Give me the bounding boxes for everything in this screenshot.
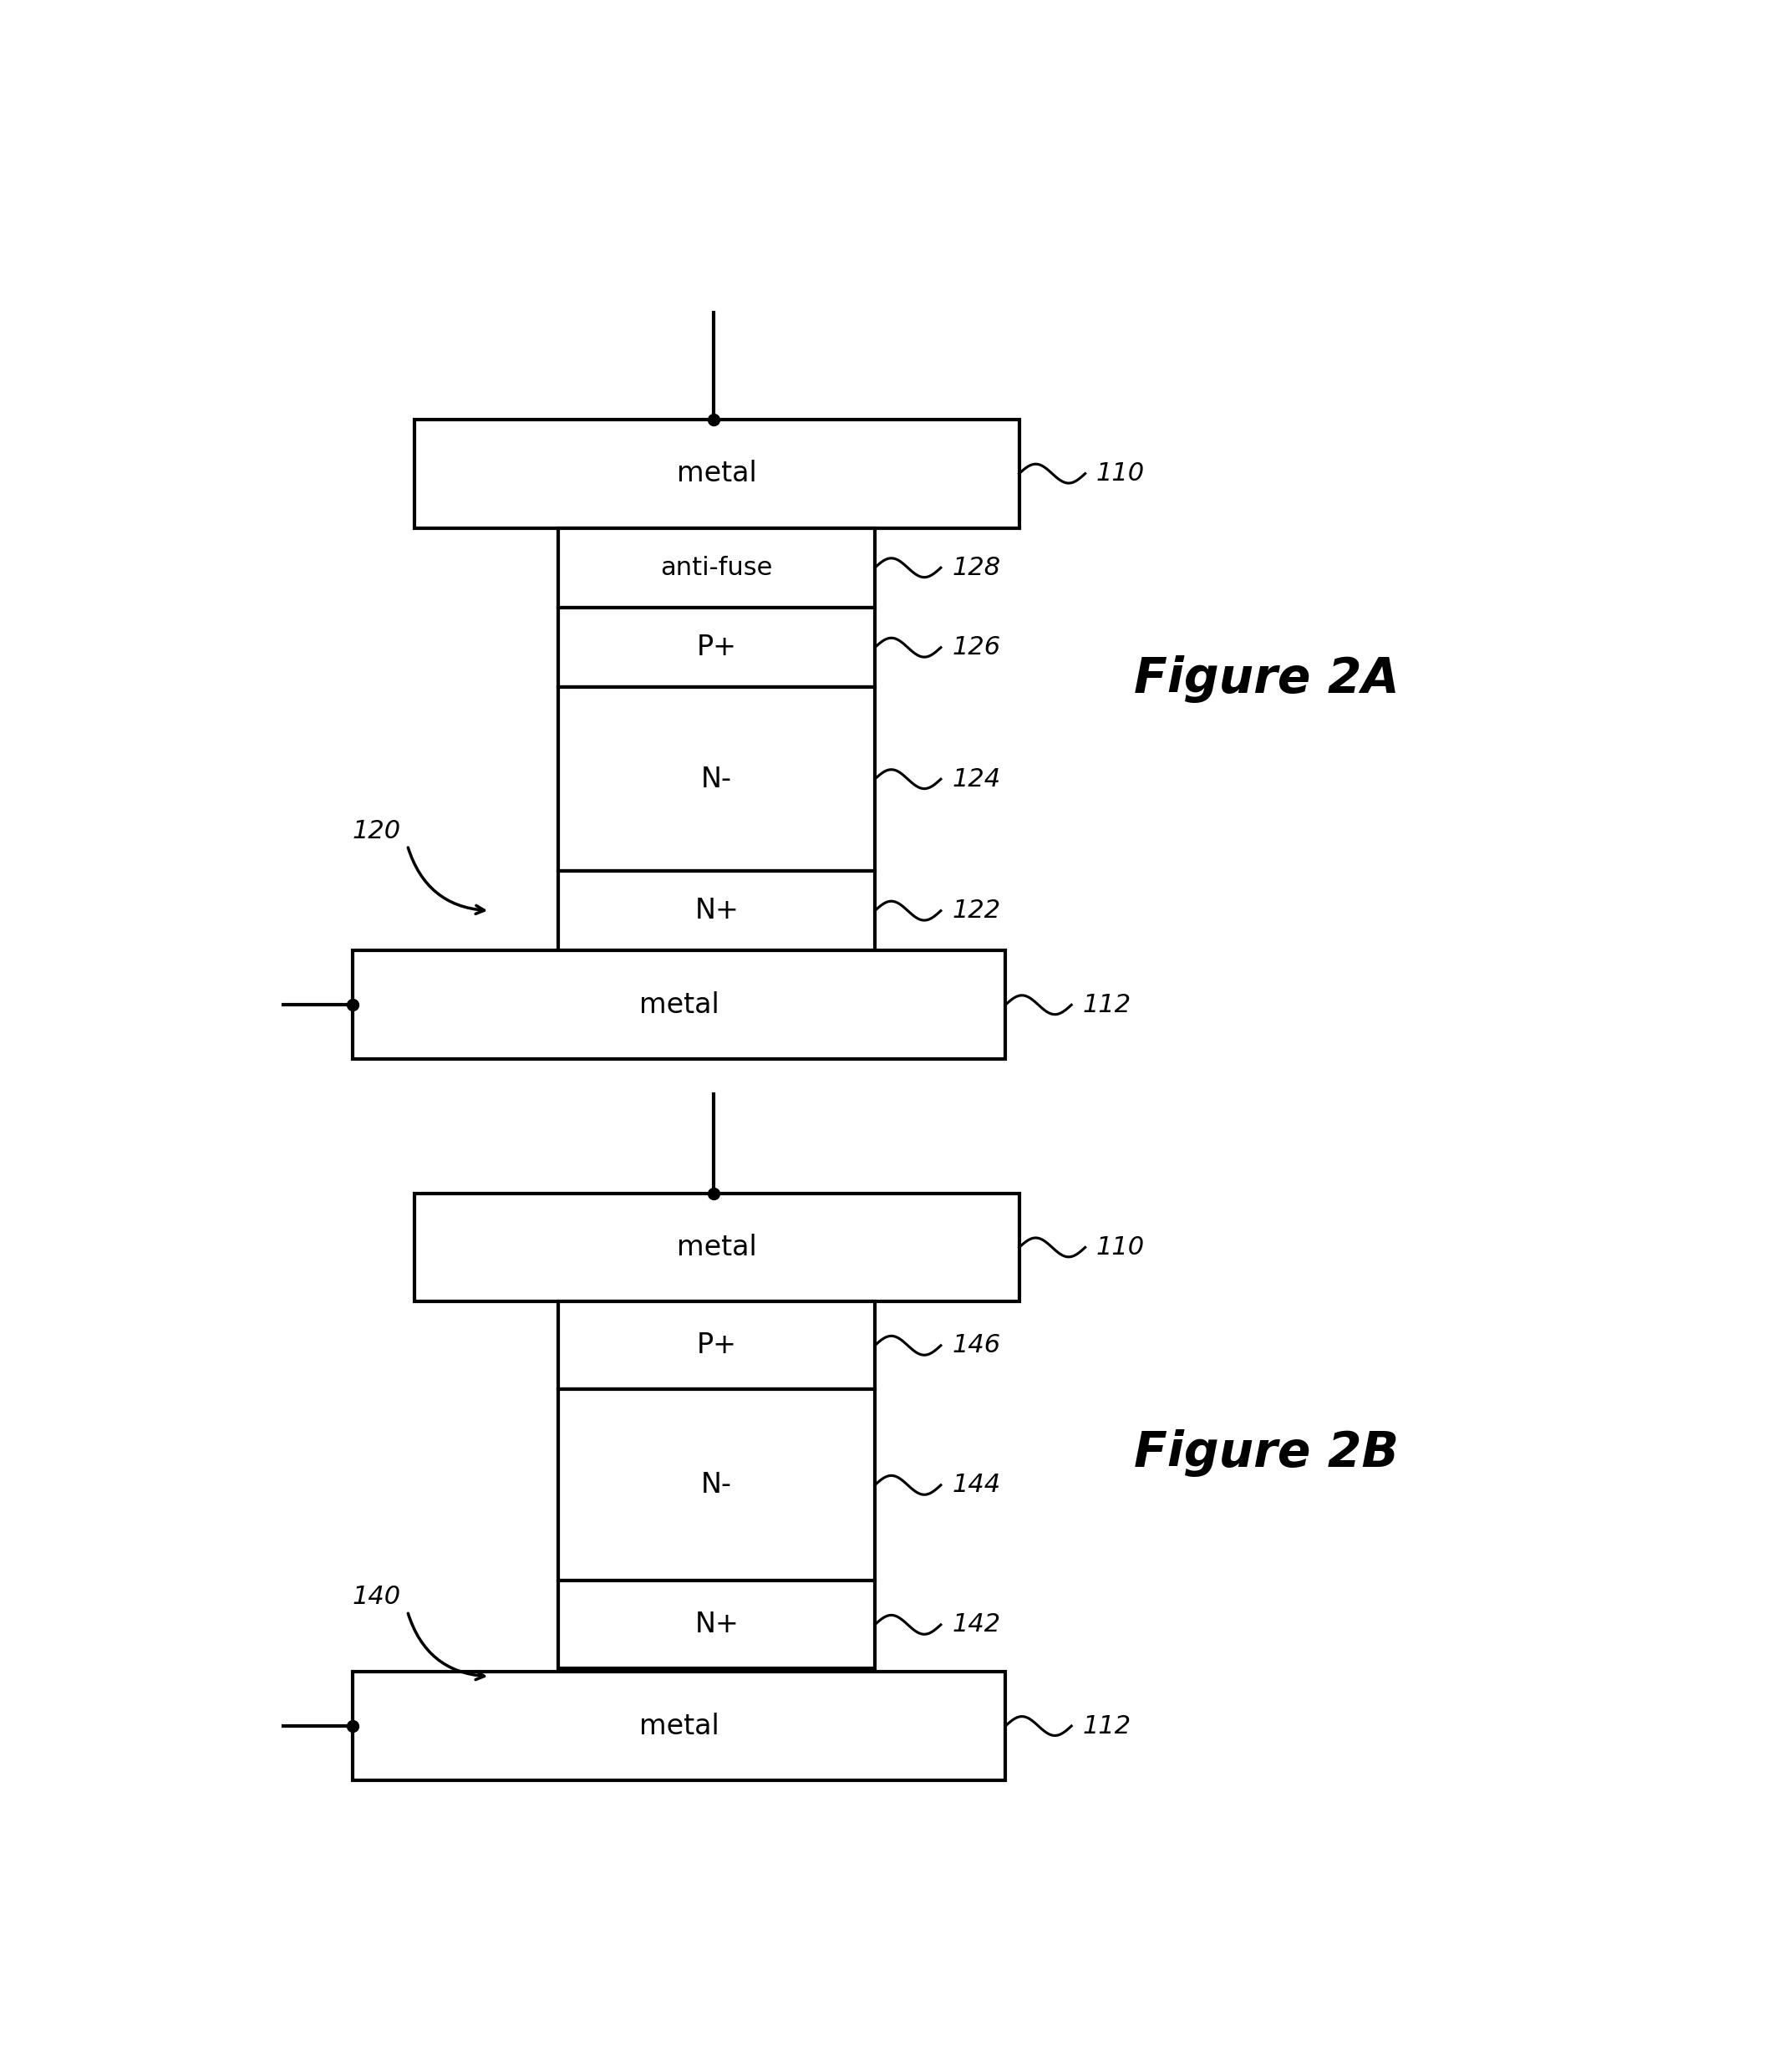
Text: 124: 124 — [953, 767, 1001, 792]
Text: metal: metal — [676, 1233, 757, 1262]
Text: P+: P+ — [697, 634, 736, 661]
Text: metal: metal — [676, 460, 757, 487]
Bar — [559, 1390, 875, 1581]
Bar — [559, 1581, 875, 1668]
Bar — [559, 688, 875, 870]
Text: 128: 128 — [953, 555, 1001, 580]
Text: 140: 140 — [353, 1585, 401, 1608]
Text: Figure 2A: Figure 2A — [1134, 655, 1400, 702]
Bar — [415, 1193, 1020, 1301]
Bar — [559, 607, 875, 688]
Text: 126: 126 — [953, 636, 1001, 659]
Text: 142: 142 — [953, 1612, 1001, 1637]
Bar — [415, 419, 1020, 528]
Bar — [353, 1672, 1006, 1780]
Text: Figure 2B: Figure 2B — [1134, 1430, 1400, 1477]
Text: 112: 112 — [1082, 1714, 1132, 1738]
Text: anti-fuse: anti-fuse — [660, 555, 773, 580]
Text: 120: 120 — [353, 818, 401, 843]
Text: N-: N- — [701, 765, 733, 794]
Bar — [559, 870, 875, 951]
Bar — [353, 951, 1006, 1059]
Bar — [559, 528, 875, 607]
Text: 122: 122 — [953, 899, 1001, 922]
Text: P+: P+ — [697, 1332, 736, 1359]
Text: 110: 110 — [1096, 462, 1144, 485]
Text: N+: N+ — [695, 897, 738, 924]
Text: 112: 112 — [1082, 992, 1132, 1017]
Text: N-: N- — [701, 1471, 733, 1498]
Text: N+: N+ — [695, 1610, 738, 1639]
Text: metal: metal — [639, 1711, 718, 1740]
Text: 110: 110 — [1096, 1235, 1144, 1260]
Text: 144: 144 — [953, 1473, 1001, 1498]
Text: metal: metal — [639, 990, 718, 1019]
Bar — [559, 1301, 875, 1390]
Text: 146: 146 — [953, 1334, 1001, 1357]
